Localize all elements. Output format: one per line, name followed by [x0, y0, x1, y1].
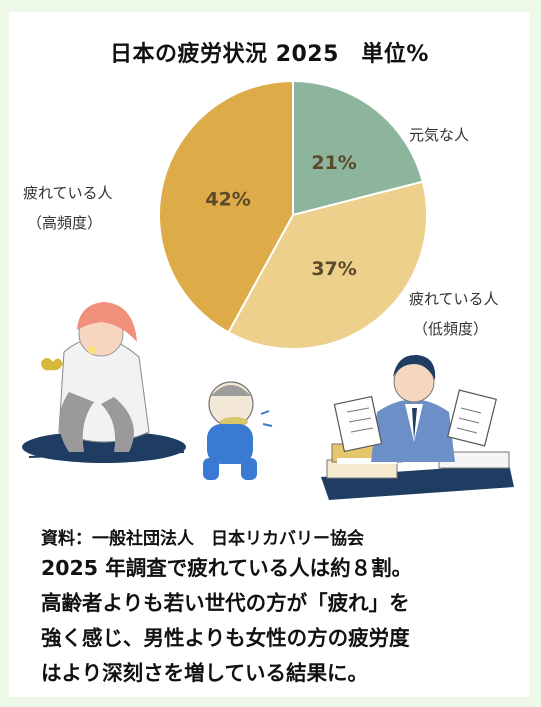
slice-category-label: 元気な人	[409, 126, 469, 144]
slice-value-label: 21%	[311, 152, 356, 174]
office-worker-illustration	[321, 354, 514, 500]
note-line: はより深刻さを増している結果に。	[41, 661, 368, 685]
slice-category-label: （低頻度）	[413, 320, 488, 338]
note-line: 高齢者よりも若い世代の方が「疲れ」を	[41, 591, 410, 615]
source-text: 資料：一般社団法人 日本リカバリー協会	[41, 529, 364, 549]
infographic-card: 日本の疲労状況 2025 単位% 21% 元気な人 37% 疲れている人 （低頻度） 42…	[9, 12, 530, 697]
notes-block: 資料：一般社団法人 日本リカバリー協会 2025 年調査で疲れている人は約８割。…	[41, 524, 521, 691]
slice-category-label: 疲れている人	[23, 184, 113, 202]
note-line: 強く感じ、男性よりも女性の方の疲労度	[41, 626, 410, 650]
crying-baby-illustration	[203, 381, 273, 480]
slice-category-label: （高頻度）	[27, 214, 102, 232]
pie-slice	[158, 79, 294, 334]
tired-woman-illustration	[22, 302, 186, 463]
illustrations	[22, 302, 514, 500]
slice-value-label: 37%	[311, 258, 356, 280]
note-line: 2025 年調査で疲れている人は約８割。	[41, 556, 413, 580]
pie-slice	[227, 180, 428, 350]
pie-chart: 21% 元気な人 37% 疲れている人 （低頻度） 42% 疲れている人 （高頻度）	[23, 79, 499, 350]
slice-value-label: 42%	[205, 188, 250, 210]
chart-title: 日本の疲労状況 2025 単位%	[110, 42, 429, 67]
slice-category-label: 疲れている人	[409, 290, 499, 308]
pie-slice	[292, 79, 425, 217]
